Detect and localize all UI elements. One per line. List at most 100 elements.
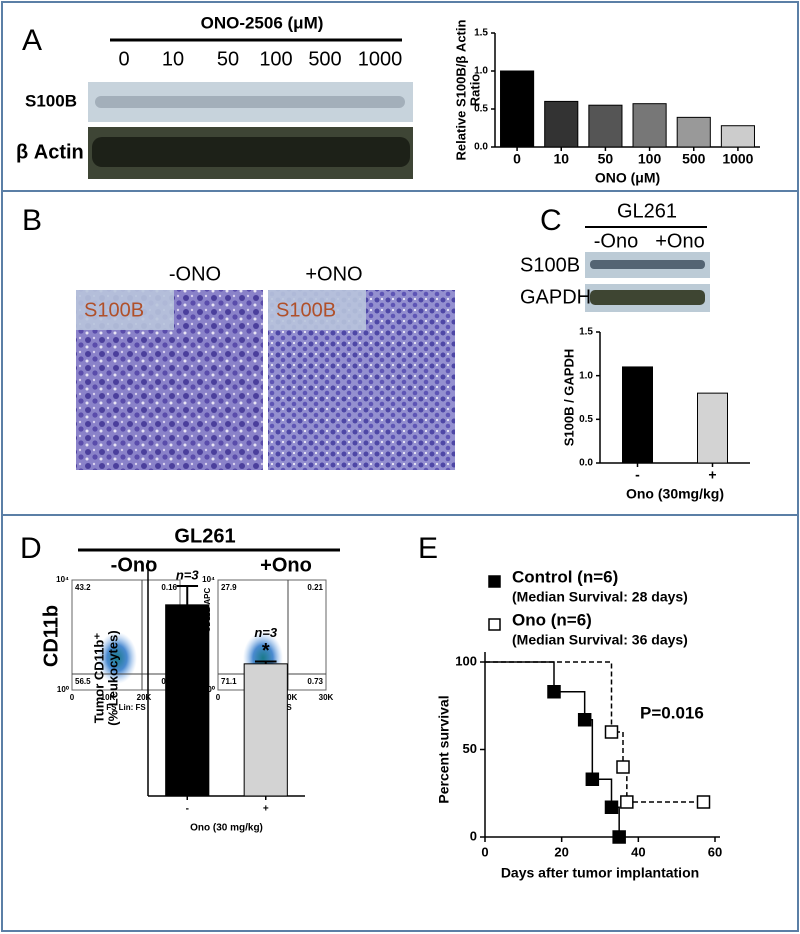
- bar: [720, 125, 755, 148]
- bar: [500, 70, 535, 148]
- flow-xlabel: FS Lin: FS: [106, 703, 146, 712]
- y-tick-label: 0: [470, 828, 477, 843]
- marker: [585, 772, 600, 786]
- x-tick-label: +: [263, 804, 269, 815]
- y-axis-title: Tumor CD11b⁺: [91, 633, 106, 724]
- panel-label: A: [22, 24, 42, 57]
- quadrant-value: 71.1: [221, 677, 237, 686]
- y-tick-label: 1.5: [579, 327, 593, 338]
- x-tick-label: 40: [631, 844, 645, 859]
- marker: [696, 795, 711, 809]
- model-label: GL261: [617, 200, 677, 222]
- dose: 500: [308, 48, 341, 70]
- flow-xtick: 0: [216, 693, 221, 702]
- label-box: [76, 290, 174, 330]
- marker: [604, 725, 619, 739]
- flow-ytick: 10⁴: [202, 575, 215, 584]
- bar: [632, 103, 667, 148]
- condition: +ONO: [305, 263, 362, 285]
- condition: +Ono: [655, 230, 704, 252]
- x-axis-title: ONO (μM): [595, 170, 660, 186]
- legend-note: (Median Survival: 36 days): [512, 632, 688, 648]
- y-axis-title: Relative S100B/β Actin: [453, 20, 468, 161]
- panel-label: C: [540, 204, 562, 237]
- dose: 10: [162, 48, 184, 70]
- dose: 100: [259, 48, 292, 70]
- x-tick-label: 0: [481, 844, 488, 859]
- bar: [676, 116, 711, 148]
- legend-label: Ono (n=6): [512, 610, 592, 629]
- x-tick-label: -: [186, 804, 189, 815]
- y-tick-label: 0.5: [474, 104, 488, 115]
- bar-note: n=3: [254, 625, 278, 640]
- quadrant-value: 0.73: [307, 677, 323, 686]
- x-tick-label: 500: [682, 151, 706, 167]
- condition: -Ono: [111, 554, 158, 576]
- bar: [622, 366, 653, 464]
- y-tick-label: 1.5: [474, 28, 488, 39]
- x-tick-label: 0: [513, 151, 521, 167]
- flow-xtick: 10K: [101, 693, 116, 702]
- quadrant-value: 0.21: [307, 583, 323, 592]
- x-tick-label: 1000: [722, 151, 753, 167]
- row-label: S100B: [25, 91, 77, 110]
- flow-ytick: 10⁰: [57, 685, 70, 694]
- x-axis-title: Ono (30mg/kg): [626, 486, 724, 502]
- flow-xtick: 20K: [283, 693, 298, 702]
- x-tick-label: 50: [598, 151, 614, 167]
- condition: -Ono: [594, 230, 638, 252]
- stain-label: S100B: [276, 299, 336, 321]
- x-tick-label: 20: [554, 844, 568, 859]
- flow-xtick: 0: [70, 693, 75, 702]
- y-tick-label: 0.0: [579, 458, 593, 469]
- treatment-label: ONO-2506 (μM): [201, 13, 324, 32]
- label-box: [268, 290, 366, 330]
- bar-note: n=3: [176, 567, 200, 582]
- bar: [588, 104, 623, 148]
- marker: [620, 795, 634, 809]
- y-axis-title: (% Leukocytes): [105, 630, 120, 725]
- x-tick-label: -: [635, 467, 640, 483]
- panel-label: E: [418, 532, 438, 565]
- y-tick-label: 0.0: [474, 142, 488, 153]
- marker: [612, 830, 626, 844]
- blot-band: [590, 290, 705, 305]
- quadrant-value: 56.5: [75, 677, 91, 686]
- condition: +Ono: [260, 554, 312, 576]
- flow-xtick: 20K: [137, 693, 152, 702]
- y-axis-title: Ratio: [467, 74, 482, 107]
- dose: 1000: [358, 48, 403, 70]
- blot-band: [92, 137, 410, 167]
- legend-marker: [488, 618, 501, 631]
- marker: [577, 713, 592, 727]
- row-label: S100B: [520, 254, 580, 276]
- significance: *: [262, 640, 270, 662]
- row-label: GAPDH: [520, 286, 591, 308]
- x-tick-label: 60: [708, 844, 722, 859]
- bar: [697, 392, 728, 464]
- bar: [243, 663, 288, 797]
- marker: [547, 685, 561, 699]
- y-tick-label: 0.5: [579, 414, 593, 425]
- stain-label: S100B: [84, 299, 144, 321]
- legend-note: (Median Survival: 28 days): [512, 589, 688, 605]
- blot-band: [590, 260, 705, 269]
- quadrant-value: 43.2: [75, 583, 91, 592]
- y-tick-label: 1.0: [579, 370, 593, 381]
- dose: 0: [118, 48, 129, 70]
- flow-ytick: 10⁰: [203, 685, 216, 694]
- x-tick-label: +: [708, 467, 716, 483]
- marker: [604, 800, 619, 814]
- y-tick-label: 100: [455, 653, 477, 668]
- bar: [544, 100, 579, 148]
- marker: [616, 760, 630, 774]
- flow-xtick: 30K: [319, 693, 334, 702]
- quadrant-value: 0.16: [161, 583, 177, 592]
- y-axis-title: Percent survival: [436, 695, 452, 803]
- blot-band: [95, 96, 405, 108]
- condition: -ONO: [169, 263, 221, 285]
- dose: 50: [217, 48, 239, 70]
- x-axis-title: Days after tumor implantation: [501, 865, 699, 881]
- quadrant-value: 27.9: [221, 583, 237, 592]
